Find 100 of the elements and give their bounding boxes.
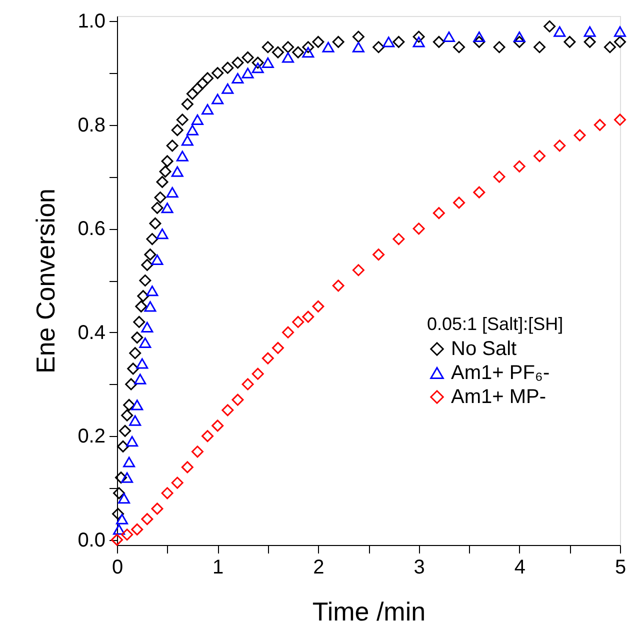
- point: [186, 88, 198, 100]
- point: [154, 192, 166, 204]
- point: [442, 31, 455, 42]
- point: [332, 280, 344, 292]
- point: [129, 347, 142, 360]
- point: [171, 476, 184, 489]
- point: [133, 316, 146, 328]
- point: [212, 420, 224, 432]
- point: [473, 36, 486, 48]
- point: [382, 36, 395, 48]
- point: [126, 436, 138, 447]
- point: [134, 374, 146, 384]
- point: [412, 222, 425, 235]
- point: [614, 26, 626, 37]
- x-axis-title: Time /min: [312, 596, 426, 626]
- point: [232, 56, 244, 69]
- point: [117, 440, 130, 452]
- point: [113, 487, 126, 500]
- point: [181, 135, 194, 146]
- legend-label: No Salt: [451, 338, 518, 360]
- point: [125, 378, 138, 390]
- point: [614, 36, 626, 48]
- point: [181, 461, 194, 474]
- point: [544, 20, 556, 32]
- point: [166, 140, 178, 152]
- point: [149, 217, 162, 230]
- point: [159, 166, 172, 178]
- point: [156, 176, 168, 188]
- point: [139, 337, 152, 348]
- point: [614, 114, 626, 126]
- point: [191, 82, 204, 95]
- point: [123, 398, 136, 411]
- point: [212, 94, 224, 104]
- point: [473, 31, 486, 42]
- point: [144, 248, 156, 261]
- point: [594, 118, 606, 131]
- x-tick-label: 4: [514, 556, 526, 578]
- legend-label: Am1+ PF₆-: [451, 362, 550, 384]
- point: [112, 508, 124, 520]
- point: [412, 30, 425, 43]
- point: [252, 368, 264, 380]
- point: [191, 446, 204, 458]
- point: [513, 31, 526, 42]
- y-tick-label: 0.0: [78, 529, 106, 552]
- point: [242, 378, 254, 390]
- y-tick-label: 0.2: [78, 426, 106, 448]
- point: [372, 248, 385, 261]
- point: [432, 207, 445, 220]
- point: [202, 72, 214, 84]
- point: [252, 62, 264, 74]
- point: [242, 51, 254, 64]
- point: [282, 52, 294, 63]
- point: [141, 322, 154, 332]
- point: [534, 41, 546, 54]
- point: [116, 514, 128, 524]
- x-tick-label: 0: [112, 556, 124, 578]
- point: [141, 513, 154, 526]
- point: [272, 46, 284, 58]
- point: [292, 316, 304, 328]
- point: [262, 41, 274, 54]
- point: [412, 36, 425, 48]
- point: [372, 41, 385, 54]
- point: [392, 36, 405, 48]
- point: [196, 77, 209, 90]
- point: [176, 150, 188, 162]
- point: [493, 41, 506, 54]
- point: [222, 62, 234, 74]
- point: [332, 36, 344, 48]
- point: [302, 310, 314, 323]
- point: [161, 487, 174, 500]
- point: [232, 394, 244, 406]
- point: [176, 114, 188, 126]
- point: [453, 196, 466, 209]
- point: [252, 56, 264, 69]
- legend-title: 0.05:1 [Salt]:[SH]: [427, 314, 564, 334]
- point: [151, 502, 164, 515]
- point: [554, 140, 566, 152]
- point: [322, 42, 334, 52]
- point: [113, 524, 126, 535]
- point: [121, 528, 134, 541]
- point: [564, 36, 576, 48]
- point: [151, 254, 164, 266]
- point: [302, 41, 314, 54]
- point: [137, 290, 150, 302]
- point: [493, 170, 506, 183]
- x-tick-label: 5: [614, 556, 626, 578]
- point: [222, 83, 234, 94]
- y-axis-title: Ene Conversion: [30, 188, 61, 374]
- point: [262, 352, 274, 364]
- point: [129, 415, 142, 426]
- point: [534, 150, 546, 162]
- point: [146, 286, 158, 296]
- point: [242, 68, 254, 78]
- point: [232, 72, 244, 84]
- point: [131, 332, 144, 344]
- point: [127, 362, 140, 375]
- point: [202, 430, 214, 442]
- point: [121, 409, 134, 422]
- y-tick-label: 1.0: [78, 10, 106, 33]
- point: [166, 187, 178, 198]
